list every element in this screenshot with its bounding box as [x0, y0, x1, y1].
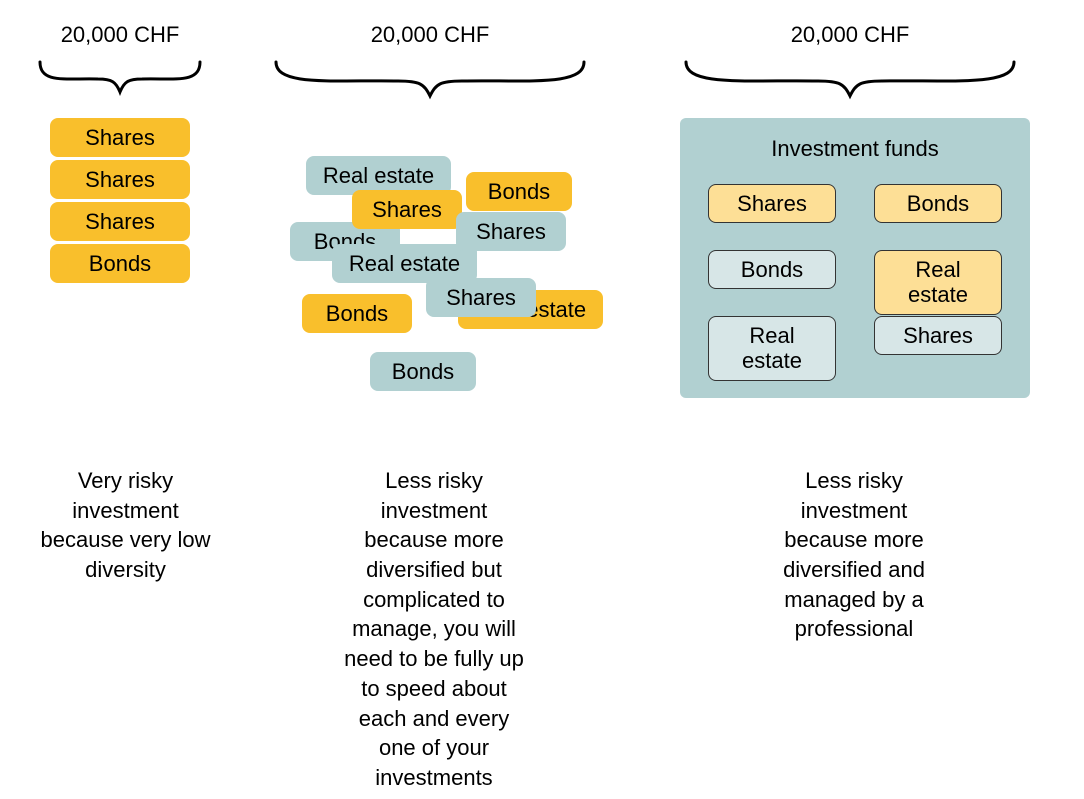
chip-label: Real estate	[742, 323, 802, 373]
chip-label: Real estate	[908, 257, 968, 307]
chip-label: Shares	[903, 323, 973, 348]
col3-chip-real-estate-2: Real estate	[708, 316, 836, 381]
chip-label: Bonds	[392, 359, 454, 384]
col3-chip-shares-2: Shares	[874, 316, 1002, 355]
col3-brace	[680, 56, 1020, 100]
col1-chip-bonds: Bonds	[50, 244, 190, 283]
col2-brace	[270, 56, 590, 100]
col3-fund-container: Investment funds Shares Bonds Bonds Real…	[680, 118, 1030, 398]
chip-label: Shares	[85, 167, 155, 192]
chip-label: Shares	[372, 197, 442, 222]
col3-chip-bonds-2: Bonds	[708, 250, 836, 289]
chip-label: Shares	[446, 285, 516, 310]
col2-chip-shares-3: Shares	[426, 278, 536, 317]
col3-fund-title: Investment funds	[680, 136, 1030, 162]
col1-caption: Very risky investment because very low d…	[38, 466, 213, 585]
col2-chip-bonds-4: Bonds	[370, 352, 476, 391]
col3-chip-real-estate-1: Real estate	[874, 250, 1002, 315]
chip-label: Bonds	[488, 179, 550, 204]
col2-chip-shares-1: Shares	[352, 190, 462, 229]
col3-chip-bonds-1: Bonds	[874, 184, 1002, 223]
col1-brace	[36, 56, 204, 96]
col1-amount-label: 20,000 CHF	[55, 22, 185, 48]
chip-label: Shares	[85, 209, 155, 234]
col2-amount-label: 20,000 CHF	[365, 22, 495, 48]
chip-label: Shares	[476, 219, 546, 244]
chip-label: Shares	[737, 191, 807, 216]
chip-label: Real estate	[323, 163, 434, 188]
chip-label: Bonds	[89, 251, 151, 276]
chip-label: Real estate	[349, 251, 460, 276]
chip-label: Bonds	[741, 257, 803, 282]
col1-chip-shares-2: Shares	[50, 160, 190, 199]
col3-amount-label: 20,000 CHF	[785, 22, 915, 48]
col1-chip-shares-1: Shares	[50, 118, 190, 157]
col2-caption: Less risky investment because more diver…	[338, 466, 530, 793]
chip-label: Bonds	[907, 191, 969, 216]
chip-label: Bonds	[326, 301, 388, 326]
col2-chip-bonds-2: Bonds	[466, 172, 572, 211]
col3-caption: Less risky investment because more diver…	[758, 466, 950, 644]
col2-chip-shares-2: Shares	[456, 212, 566, 251]
col3-chip-shares: Shares	[708, 184, 836, 223]
chip-label: Shares	[85, 125, 155, 150]
col1-chip-shares-3: Shares	[50, 202, 190, 241]
col2-chip-bonds-3: Bonds	[302, 294, 412, 333]
